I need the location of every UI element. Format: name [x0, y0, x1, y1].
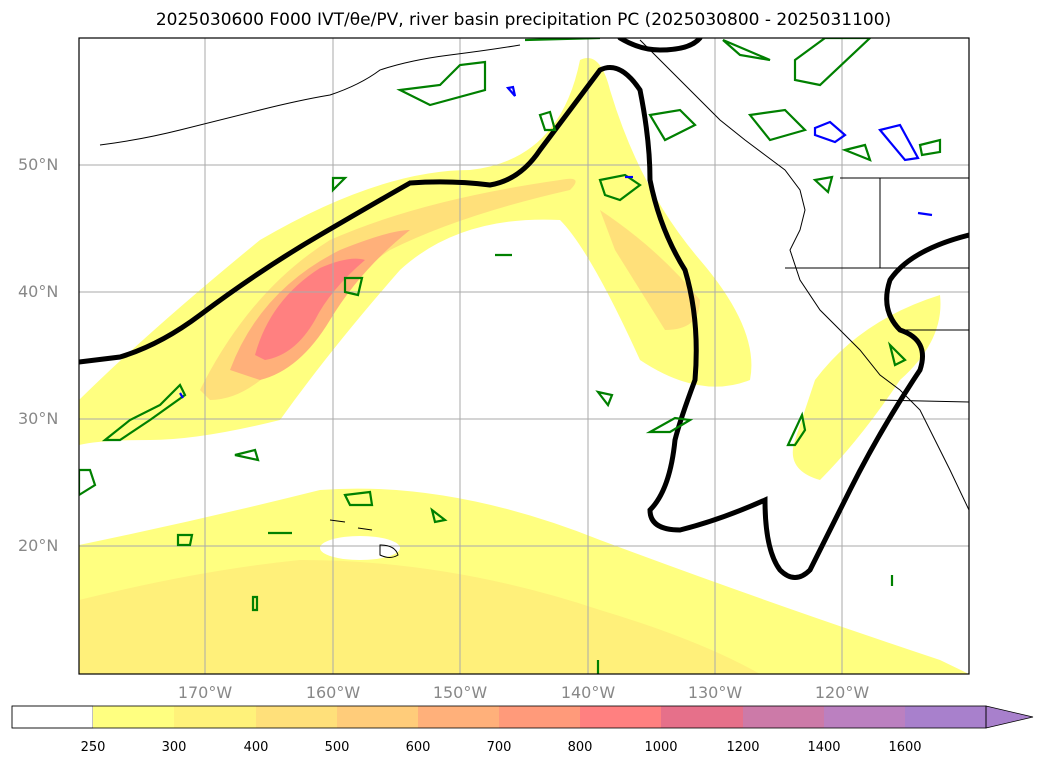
map-frame — [78, 37, 970, 675]
colorbar-tick-label: 1600 — [888, 740, 922, 755]
lon-label-130w: 130°W — [687, 683, 743, 702]
coastlines — [99, 39, 969, 558]
colorbar-tick-label: 250 — [80, 740, 106, 755]
colorbar-tick-label: 1000 — [644, 740, 678, 755]
colorbar-bin-below-250 — [11, 705, 94, 729]
precip-contours — [179, 85, 933, 399]
colorbar — [11, 705, 1034, 729]
pv-contours — [79, 38, 942, 674]
colorbar-bin-1000 — [661, 706, 743, 728]
lon-label-170w: 170°W — [177, 683, 233, 702]
lat-label-20n: 20°N — [18, 536, 59, 555]
lat-label-50n: 50°N — [18, 155, 59, 174]
colorbar-bin-300 — [174, 706, 256, 728]
colorbar-bin-700 — [499, 706, 580, 728]
colorbar-bin-1200 — [743, 706, 824, 728]
colorbar-bin-800 — [580, 706, 661, 728]
colorbar-tick-label: 1400 — [807, 740, 841, 755]
colorbar-tick-label: 700 — [486, 740, 512, 755]
colorbar-bin-1600 — [905, 706, 986, 728]
map-title: 2025030600 F000 IVT/θe/PV, river basin p… — [155, 10, 892, 30]
colorbar-bin-250 — [93, 706, 174, 728]
colorbar-tick-label: 500 — [324, 740, 350, 755]
colorbar-bin-600 — [418, 706, 499, 728]
lon-label-120w: 120°W — [814, 683, 870, 702]
lon-label-160w: 160°W — [305, 683, 361, 702]
colorbar-tick-label: 400 — [243, 740, 269, 755]
colorbar-bin-1400 — [824, 706, 905, 728]
colorbar-bin-400 — [256, 706, 337, 728]
theta-e-contour — [79, 38, 969, 580]
colorbar-tick-label: 800 — [567, 740, 593, 755]
colorbar-extend-arrow — [985, 705, 1034, 729]
lat-label-30n: 30°N — [18, 409, 59, 428]
colorbar-tick-label: 300 — [161, 740, 187, 755]
ivt-shading — [79, 58, 969, 674]
lon-label-140w: 140°W — [560, 683, 616, 702]
colorbar-tick-label: 600 — [405, 740, 431, 755]
colorbar-bin-500 — [337, 706, 418, 728]
lat-label-40n: 40°N — [18, 282, 59, 301]
colorbar-tick-label: 1200 — [726, 740, 760, 755]
lon-label-150w: 150°W — [432, 683, 488, 702]
